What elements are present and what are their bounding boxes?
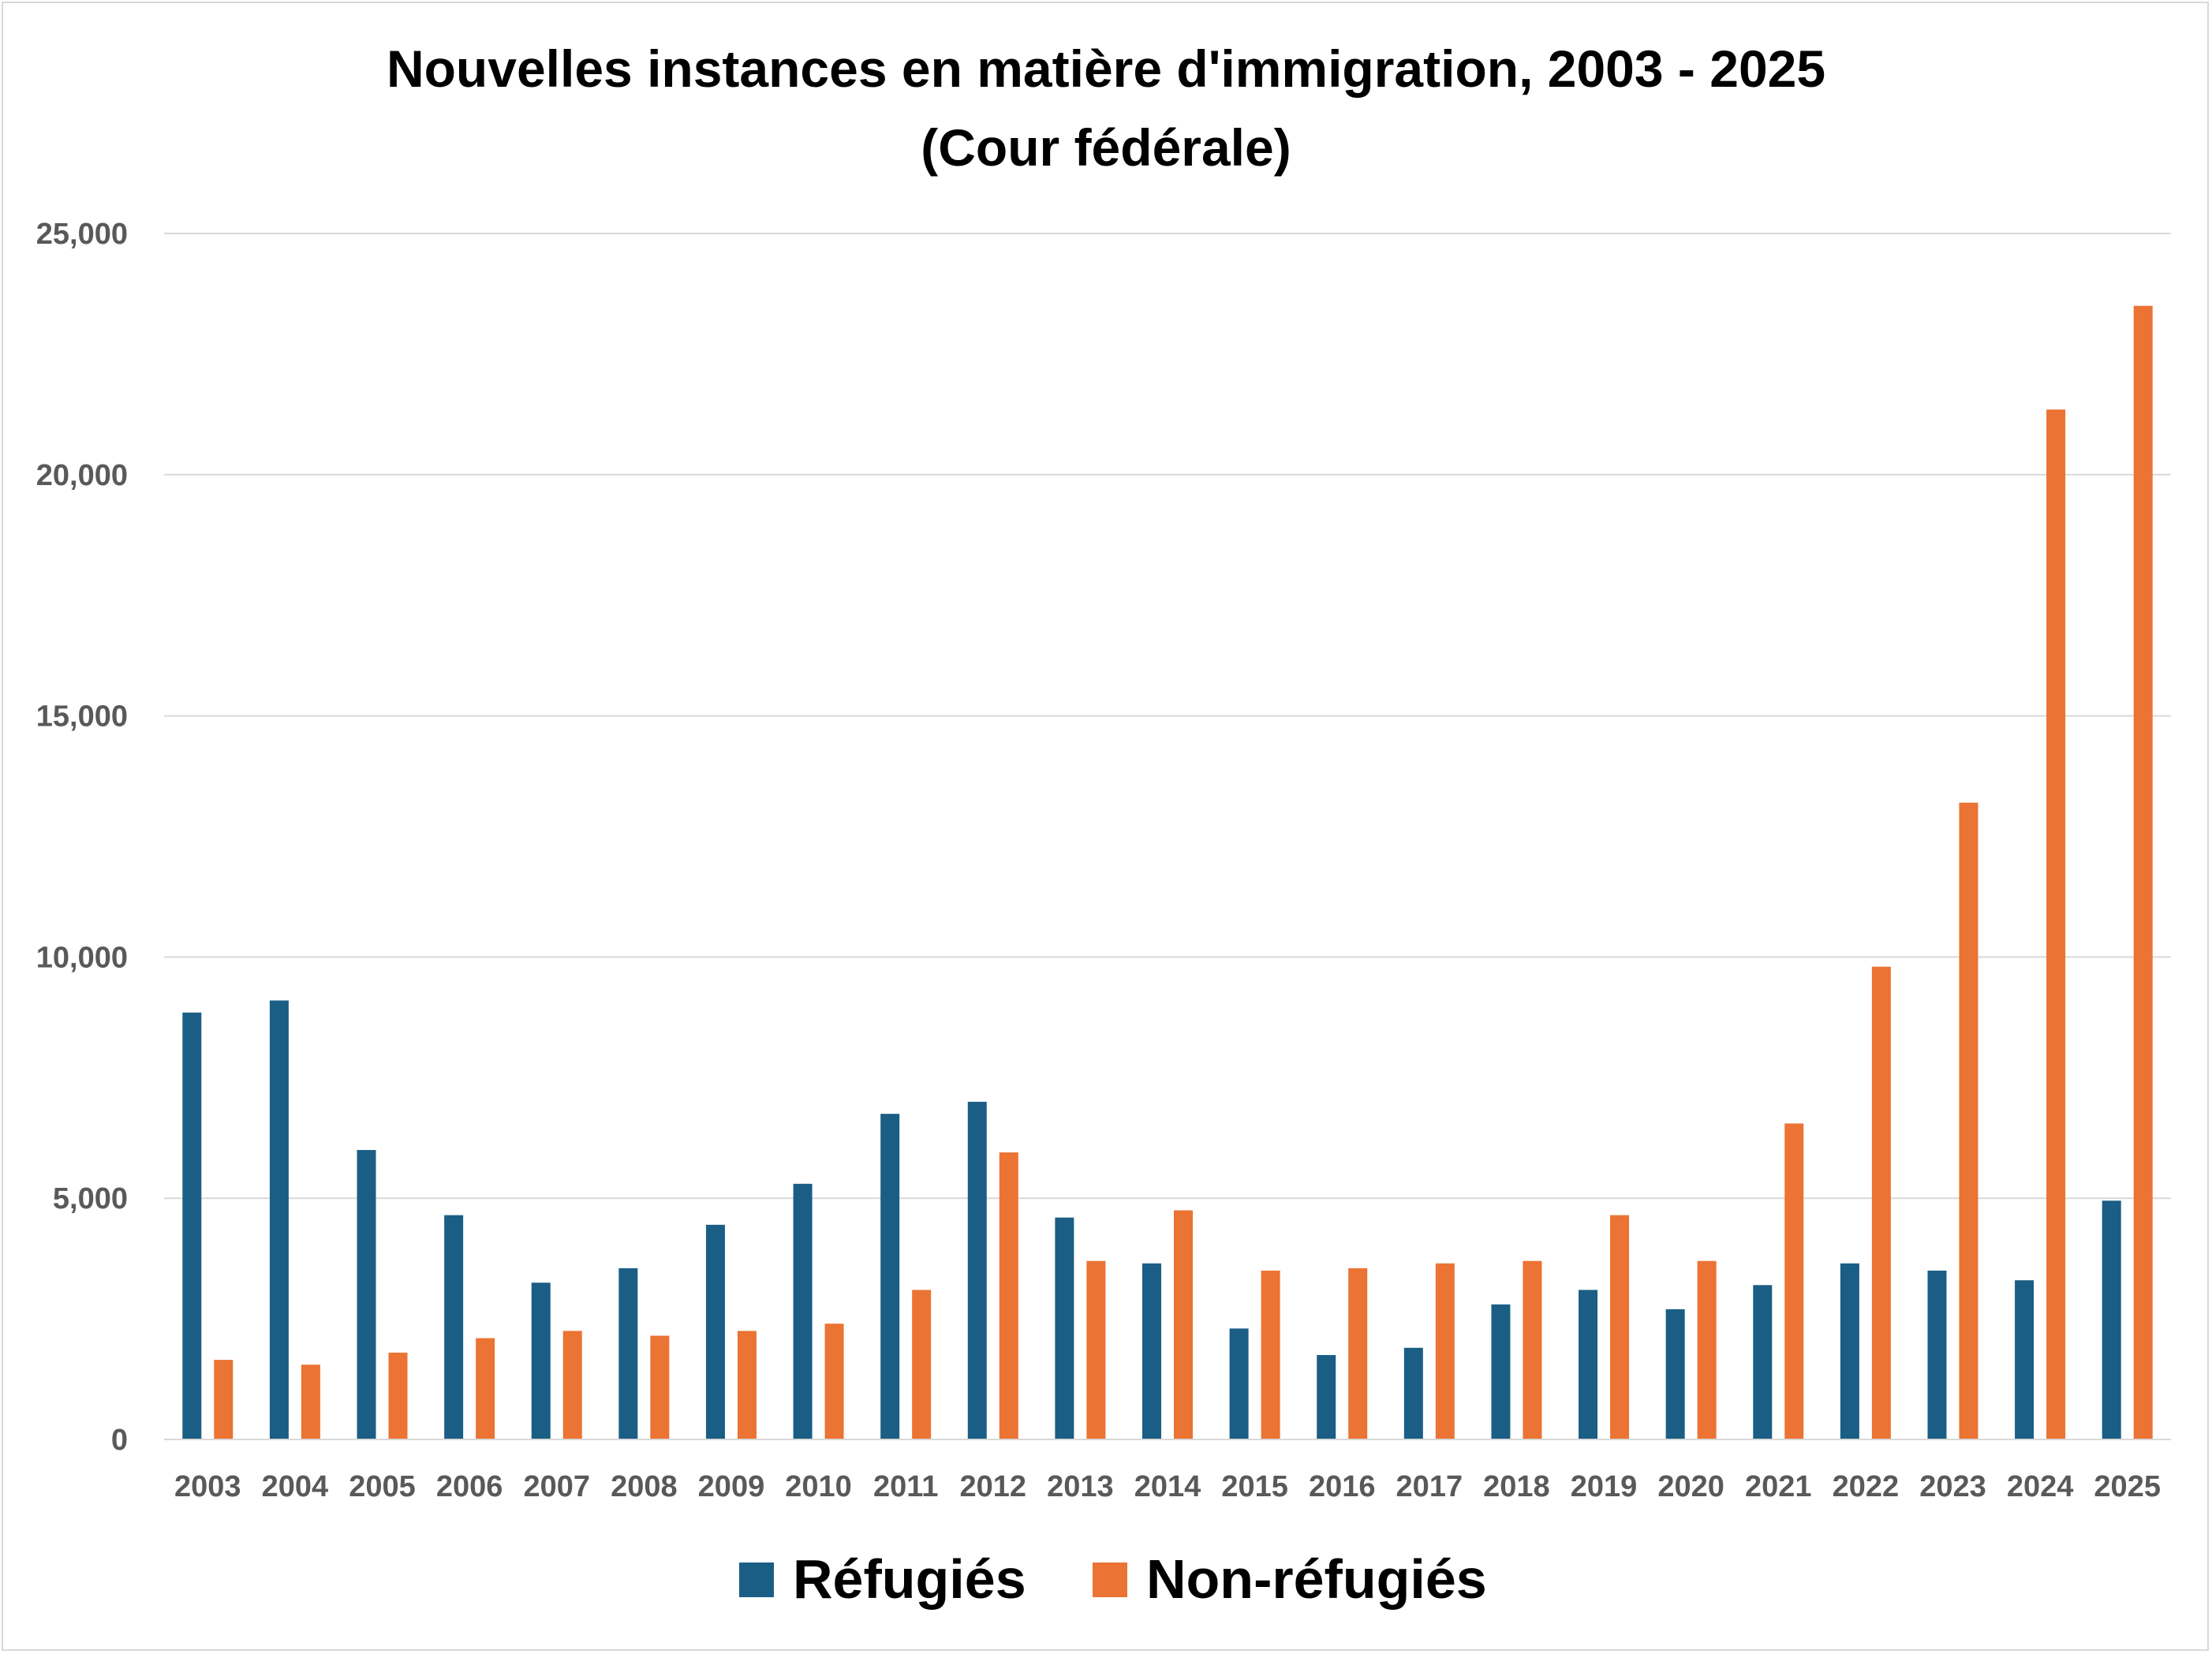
bar-non-refugies-2022 bbox=[1871, 966, 1891, 1439]
x-tick-label: 2008 bbox=[611, 1470, 678, 1503]
bar-non-refugies-2019 bbox=[1610, 1215, 1630, 1439]
bar-non-refugies-2004 bbox=[301, 1365, 320, 1439]
gridlines bbox=[164, 233, 2171, 1200]
bar-non-refugies-2021 bbox=[1784, 1123, 1804, 1439]
bar-non-refugies-2025 bbox=[2133, 305, 2153, 1439]
x-tick-label: 2015 bbox=[1221, 1470, 1288, 1503]
legend-label-non-refugies: Non-réfugiés bbox=[1146, 1548, 1487, 1610]
x-tick-label: 2017 bbox=[1396, 1470, 1463, 1503]
x-tick-label: 2013 bbox=[1047, 1470, 1114, 1503]
x-tick-label: 2009 bbox=[698, 1470, 765, 1503]
bar-refugies-2006 bbox=[444, 1215, 464, 1439]
bar-non-refugies-2011 bbox=[912, 1290, 932, 1439]
x-tick-label: 2011 bbox=[873, 1470, 938, 1503]
bar-refugies-2014 bbox=[1142, 1263, 1161, 1439]
x-tick-label: 2023 bbox=[1919, 1470, 1986, 1503]
bar-non-refugies-2024 bbox=[2046, 409, 2066, 1439]
bar-refugies-2017 bbox=[1403, 1347, 1423, 1439]
bars bbox=[182, 305, 2153, 1439]
bar-refugies-2020 bbox=[1665, 1309, 1685, 1439]
bar-refugies-2009 bbox=[705, 1224, 725, 1439]
bar-non-refugies-2015 bbox=[1261, 1270, 1280, 1439]
legend-swatch-non-refugies bbox=[1093, 1563, 1127, 1597]
bar-refugies-2004 bbox=[269, 1000, 289, 1439]
x-tick-label: 2010 bbox=[785, 1470, 852, 1503]
chart-subtitle: (Cour fédérale) bbox=[921, 118, 1291, 177]
x-tick-label: 2005 bbox=[349, 1470, 416, 1503]
x-axis-tick-labels: 2003 2004 2005 2006 2007 2008 2009 2010 2011 2012… bbox=[174, 1470, 2161, 1503]
bar-non-refugies-2003 bbox=[214, 1360, 234, 1439]
bar-non-refugies-2012 bbox=[999, 1152, 1018, 1439]
legend: Réfugiés Non-réfugiés bbox=[739, 1548, 1487, 1610]
bar-refugies-2003 bbox=[182, 1012, 202, 1439]
bar-non-refugies-2023 bbox=[1959, 802, 1978, 1439]
x-tick-label: 2022 bbox=[1833, 1470, 1900, 1503]
bar-non-refugies-2008 bbox=[650, 1335, 670, 1439]
y-tick-label: 0 bbox=[111, 1424, 128, 1457]
bar-refugies-2012 bbox=[967, 1101, 987, 1439]
bar-non-refugies-2014 bbox=[1174, 1210, 1193, 1439]
legend-swatch-refugies bbox=[739, 1563, 774, 1597]
bar-refugies-2005 bbox=[357, 1150, 376, 1439]
x-tick-label: 2007 bbox=[523, 1470, 590, 1503]
bar-refugies-2015 bbox=[1229, 1328, 1249, 1439]
y-tick-label: 25,000 bbox=[36, 218, 128, 251]
x-tick-label: 2021 bbox=[1745, 1470, 1812, 1503]
chart-title: Nouvelles instances en matière d'immigra… bbox=[387, 39, 1825, 98]
y-tick-label: 20,000 bbox=[36, 459, 128, 492]
bar-refugies-2025 bbox=[2102, 1200, 2121, 1439]
bar-non-refugies-2016 bbox=[1348, 1268, 1368, 1439]
bar-refugies-2019 bbox=[1579, 1290, 1598, 1439]
x-tick-label: 2024 bbox=[2007, 1470, 2074, 1503]
x-tick-label: 2014 bbox=[1134, 1470, 1201, 1503]
y-tick-label: 10,000 bbox=[36, 941, 128, 974]
legend-label-refugies: Réfugiés bbox=[793, 1548, 1026, 1610]
x-tick-label: 2020 bbox=[1657, 1470, 1724, 1503]
bar-non-refugies-2006 bbox=[476, 1338, 495, 1439]
bar-refugies-2018 bbox=[1491, 1304, 1511, 1439]
x-tick-label: 2018 bbox=[1483, 1470, 1550, 1503]
y-tick-label: 5,000 bbox=[53, 1182, 128, 1215]
y-tick-label: 15,000 bbox=[36, 700, 128, 734]
bar-refugies-2007 bbox=[531, 1283, 551, 1439]
bar-refugies-2016 bbox=[1317, 1354, 1336, 1439]
bar-non-refugies-2009 bbox=[737, 1331, 757, 1439]
x-tick-label: 2016 bbox=[1309, 1470, 1376, 1503]
x-tick-label: 2019 bbox=[1571, 1470, 1638, 1503]
bar-refugies-2024 bbox=[2015, 1280, 2035, 1439]
x-tick-label: 2012 bbox=[960, 1470, 1027, 1503]
bar-refugies-2008 bbox=[618, 1268, 638, 1439]
bar-non-refugies-2020 bbox=[1697, 1260, 1717, 1439]
bar-refugies-2022 bbox=[1840, 1263, 1859, 1439]
bar-non-refugies-2013 bbox=[1086, 1260, 1106, 1439]
bar-refugies-2021 bbox=[1753, 1285, 1773, 1439]
bar-non-refugies-2018 bbox=[1523, 1260, 1542, 1439]
bar-refugies-2013 bbox=[1055, 1217, 1074, 1439]
bar-refugies-2011 bbox=[880, 1114, 900, 1439]
bar-non-refugies-2005 bbox=[388, 1352, 408, 1439]
bar-non-refugies-2010 bbox=[824, 1324, 844, 1439]
x-tick-label: 2004 bbox=[262, 1470, 329, 1503]
bar-refugies-2023 bbox=[1927, 1270, 1947, 1439]
x-tick-label: 2006 bbox=[436, 1470, 503, 1503]
bar-non-refugies-2007 bbox=[562, 1331, 582, 1439]
x-tick-label: 2025 bbox=[2094, 1470, 2161, 1503]
bar-refugies-2010 bbox=[793, 1183, 813, 1439]
x-tick-label: 2003 bbox=[174, 1470, 241, 1503]
y-axis-tick-labels: 0 5,000 10,000 15,000 20,000 25,000 bbox=[36, 218, 128, 1457]
bar-non-refugies-2017 bbox=[1435, 1263, 1455, 1439]
